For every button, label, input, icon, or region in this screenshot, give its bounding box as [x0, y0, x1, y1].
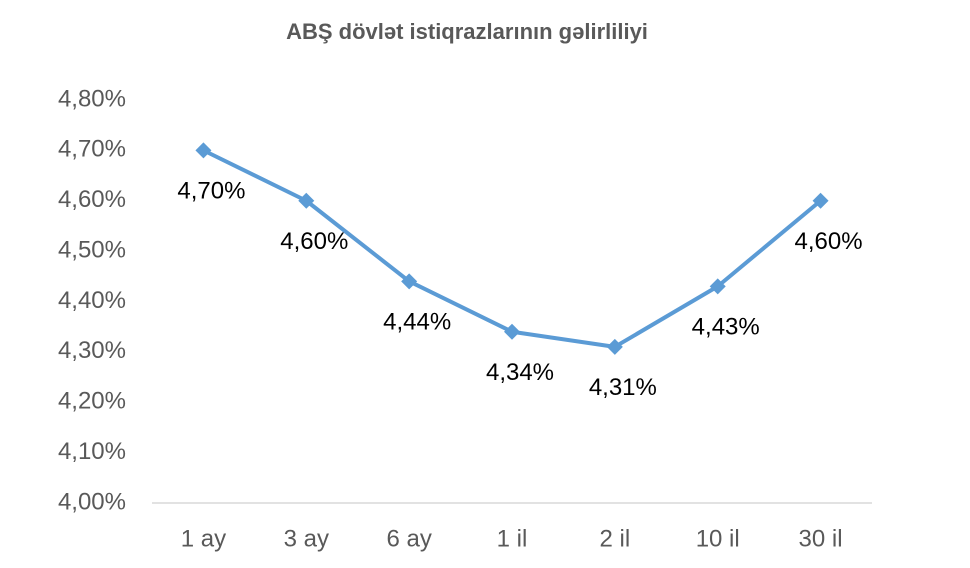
marker: [812, 192, 829, 209]
marker: [195, 142, 212, 159]
marker: [709, 278, 726, 295]
data-label: 4,43%: [692, 314, 760, 341]
data-label: 4,60%: [795, 228, 863, 255]
data-label: 4,44%: [383, 309, 451, 336]
x-tick-label: 2 il: [600, 525, 631, 552]
x-tick-label: 10 il: [696, 525, 740, 552]
y-tick-label: 4,80%: [58, 85, 126, 112]
data-label: 4,70%: [177, 178, 245, 205]
x-tick-label: 3 ay: [284, 525, 329, 552]
data-label: 4,60%: [280, 228, 348, 255]
y-tick-label: 4,30%: [58, 337, 126, 364]
y-tick-label: 4,50%: [58, 236, 126, 263]
marker: [504, 323, 520, 340]
y-tick-label: 4,40%: [58, 287, 126, 314]
y-tick-label: 4,60%: [58, 186, 126, 213]
x-tick-label: 30 il: [799, 525, 843, 552]
marker: [401, 273, 418, 290]
y-tick-label: 4,00%: [58, 488, 126, 515]
x-tick-label: 6 ay: [386, 525, 431, 552]
data-label: 4,34%: [486, 359, 554, 386]
x-tick-label: 1 ay: [181, 525, 226, 552]
y-tick-label: 4,10%: [58, 438, 126, 465]
chart-title: ABŞ dövlət istiqrazlarının gəlirliliyi: [286, 19, 648, 44]
marker: [606, 338, 623, 355]
y-tick-label: 4,70%: [58, 136, 126, 163]
data-label: 4,31%: [589, 374, 657, 401]
marker: [298, 192, 315, 209]
x-tick-label: 1 il: [497, 525, 528, 552]
y-tick-label: 4,20%: [58, 388, 126, 415]
